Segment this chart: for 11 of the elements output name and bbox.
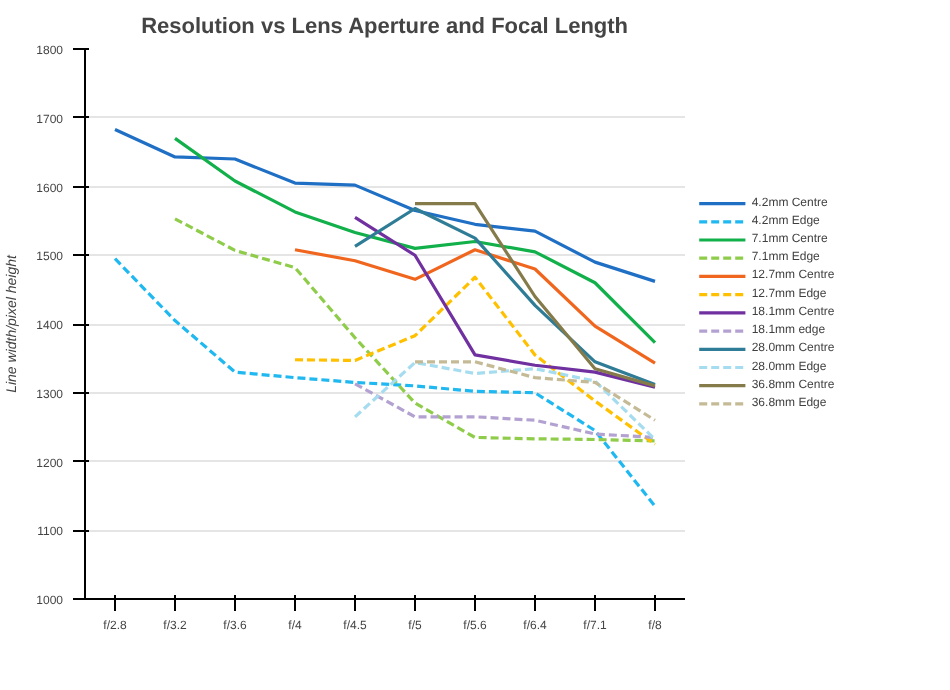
line-series [413, 360, 657, 422]
line-series [113, 127, 657, 283]
line-series [353, 360, 657, 442]
line-series [293, 248, 657, 365]
line-series [413, 202, 657, 388]
line-series [293, 275, 657, 446]
line-series [173, 217, 657, 443]
line-series [353, 382, 657, 440]
chart-title: Resolution vs Lens Aperture and Focal Length [141, 15, 629, 39]
line-series [173, 136, 657, 345]
line-series [113, 257, 657, 508]
